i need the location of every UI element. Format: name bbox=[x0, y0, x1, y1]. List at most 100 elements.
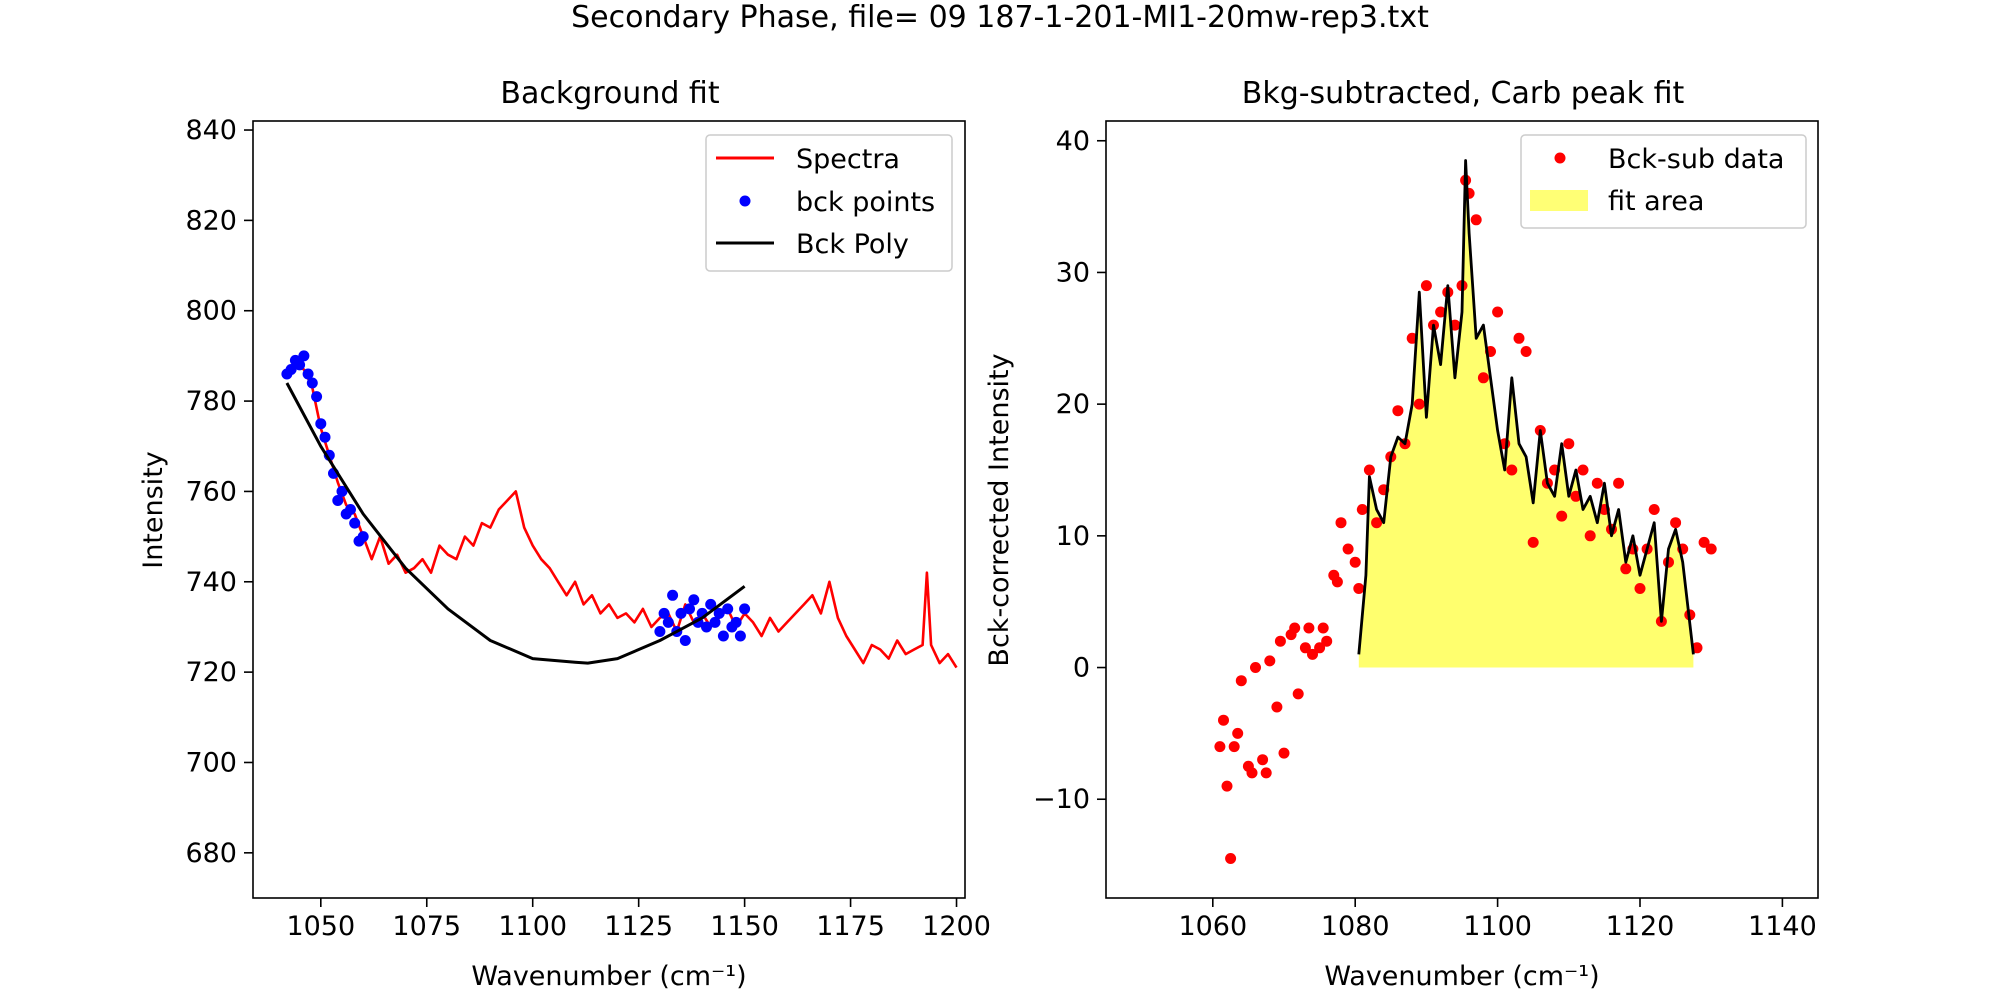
bck-sub-data-point bbox=[1335, 517, 1347, 529]
bck-sub-data-point bbox=[1218, 714, 1229, 726]
bck-sub-data-point bbox=[1353, 583, 1365, 594]
fit-line bbox=[1357, 159, 1695, 655]
left-y-tick-label: 820 bbox=[185, 205, 237, 236]
bck-sub-data-point bbox=[1670, 517, 1682, 529]
left-ticks: 1050 1075 1100 1125 1150 1175 1200 680 700 720 740… bbox=[185, 115, 990, 942]
bck-point bbox=[713, 607, 725, 619]
bck-sub-data-point bbox=[1225, 853, 1237, 864]
bck-sub-data-point bbox=[1492, 306, 1504, 318]
bck-sub-data-point bbox=[1278, 747, 1290, 759]
bck-sub-data-point bbox=[1577, 464, 1589, 476]
bck-sub-data-point bbox=[1289, 622, 1301, 634]
bck-point bbox=[739, 603, 751, 615]
legend-spectra-label: Spectra bbox=[796, 144, 900, 175]
figure-title: Secondary Phase, file= 09 187-1-201-MI1-… bbox=[571, 0, 1429, 35]
bck-sub-data-point bbox=[1392, 405, 1404, 417]
bck-sub-data-point bbox=[1250, 662, 1261, 673]
bck-sub-data-point bbox=[1470, 214, 1482, 226]
bck-sub-data-point bbox=[1221, 780, 1233, 792]
left-y-tick-label: 760 bbox=[185, 476, 237, 507]
bck-point bbox=[658, 607, 670, 619]
bck-point bbox=[298, 350, 310, 362]
bck-sub-data-point bbox=[1477, 372, 1489, 384]
bck-sub-data-point bbox=[1527, 536, 1539, 548]
bck-poly-line bbox=[285, 382, 746, 665]
left-x-tick-label: 1100 bbox=[498, 911, 567, 942]
left-x-tick-label: 1075 bbox=[392, 911, 461, 942]
legend-bck-sub-data-marker bbox=[1554, 152, 1566, 164]
left-x-tick-label: 1200 bbox=[922, 911, 991, 942]
bck-point bbox=[722, 603, 734, 615]
right-y-tick-label: −10 bbox=[1033, 784, 1090, 815]
bck-sub-data-point bbox=[1356, 504, 1368, 515]
bck-sub-data-point bbox=[1413, 398, 1425, 410]
background-fit-panel: Background fit 1050 1075 1100 1125 1150 1175 1… bbox=[138, 76, 991, 992]
bck-sub-data-point bbox=[1620, 563, 1632, 575]
bck-sub-data-point bbox=[1506, 464, 1518, 476]
bck-sub-data-point bbox=[1246, 767, 1258, 779]
bck-point bbox=[675, 607, 687, 619]
legend-fit-area-swatch bbox=[1530, 190, 1588, 211]
bck-point bbox=[734, 630, 746, 642]
bck-point bbox=[285, 364, 297, 375]
bck-point bbox=[332, 495, 344, 506]
bck-sub-data-point bbox=[1513, 332, 1525, 344]
right-x-tick-label: 1080 bbox=[1321, 911, 1390, 942]
left-y-tick-label: 840 bbox=[185, 115, 237, 146]
spectra-line bbox=[285, 363, 958, 669]
bck-point bbox=[311, 391, 323, 403]
bck-sub-data-point bbox=[1271, 701, 1283, 713]
bck-sub-data-point bbox=[1556, 510, 1568, 522]
right-x-tick-label: 1100 bbox=[1463, 911, 1532, 942]
bck-point bbox=[654, 626, 666, 637]
bck-sub-data-point bbox=[1705, 543, 1717, 555]
bck-point bbox=[294, 359, 306, 371]
bck-sub-data-point bbox=[1235, 675, 1247, 687]
left-y-tick-label: 680 bbox=[185, 838, 237, 869]
bck-sub-data-point bbox=[1342, 543, 1354, 555]
legend-bck-sub-data-label: Bck-sub data bbox=[1608, 144, 1784, 175]
bck-point bbox=[717, 630, 729, 642]
bck-sub-data-point bbox=[1314, 642, 1326, 654]
bck-point bbox=[345, 504, 356, 515]
bck-sub-data-point bbox=[1520, 346, 1532, 357]
left-y-tick-label: 700 bbox=[185, 747, 237, 778]
bck-sub-data-point bbox=[1648, 504, 1660, 515]
bck-sub-data-point bbox=[1349, 556, 1361, 568]
bck-sub-data-point bbox=[1228, 741, 1240, 753]
right-legend: Bck-sub data fit area bbox=[1520, 134, 1807, 229]
left-x-tick-label: 1150 bbox=[710, 911, 779, 942]
bck-sub-data-point bbox=[1232, 727, 1244, 739]
left-x-tick-label: 1175 bbox=[816, 911, 885, 942]
left-x-tick-label: 1050 bbox=[286, 911, 355, 942]
right-x-tick-label: 1120 bbox=[1606, 911, 1675, 942]
left-panel-title: Background fit bbox=[500, 76, 719, 111]
bck-point bbox=[705, 598, 717, 610]
legend-bck-points-marker bbox=[739, 195, 751, 207]
bck-sub-data-point bbox=[1371, 517, 1383, 529]
bck-point bbox=[709, 616, 721, 628]
bck-point bbox=[667, 589, 679, 601]
left-legend: Spectra bck points Bck Poly bbox=[705, 134, 953, 272]
right-panel-title: Bkg-subtracted, Carb peak fit bbox=[1242, 76, 1685, 111]
bck-point bbox=[319, 431, 331, 443]
bck-sub-data-point bbox=[1299, 642, 1311, 654]
right-y-tick-label: 40 bbox=[1056, 126, 1090, 157]
right-y-tick-label: 0 bbox=[1073, 653, 1090, 684]
right-y-axis-label: Bck-corrected Intensity bbox=[984, 353, 1015, 666]
left-axes-frame bbox=[252, 120, 966, 899]
right-ticks: 1060 1080 1100 1120 1140 −10 0 10 20 30 40 bbox=[1033, 126, 1817, 942]
left-x-tick-label: 1125 bbox=[604, 911, 673, 942]
bck-sub-data-point bbox=[1570, 490, 1582, 502]
right-y-tick-label: 10 bbox=[1056, 521, 1090, 552]
bck-sub-data-point bbox=[1321, 635, 1333, 647]
carb-peak-fit-panel: Bkg-subtracted, Carb peak fit 1060 1080 11… bbox=[984, 76, 1819, 992]
bck-point bbox=[679, 635, 691, 646]
bck-sub-data-point bbox=[1260, 767, 1272, 779]
left-legend-box bbox=[705, 134, 953, 272]
left-y-tick-label: 720 bbox=[185, 657, 237, 688]
right-x-tick-label: 1140 bbox=[1748, 911, 1817, 942]
bck-sub-data-point bbox=[1257, 754, 1269, 766]
bck-point bbox=[662, 616, 674, 628]
right-y-tick-label: 30 bbox=[1056, 257, 1090, 288]
